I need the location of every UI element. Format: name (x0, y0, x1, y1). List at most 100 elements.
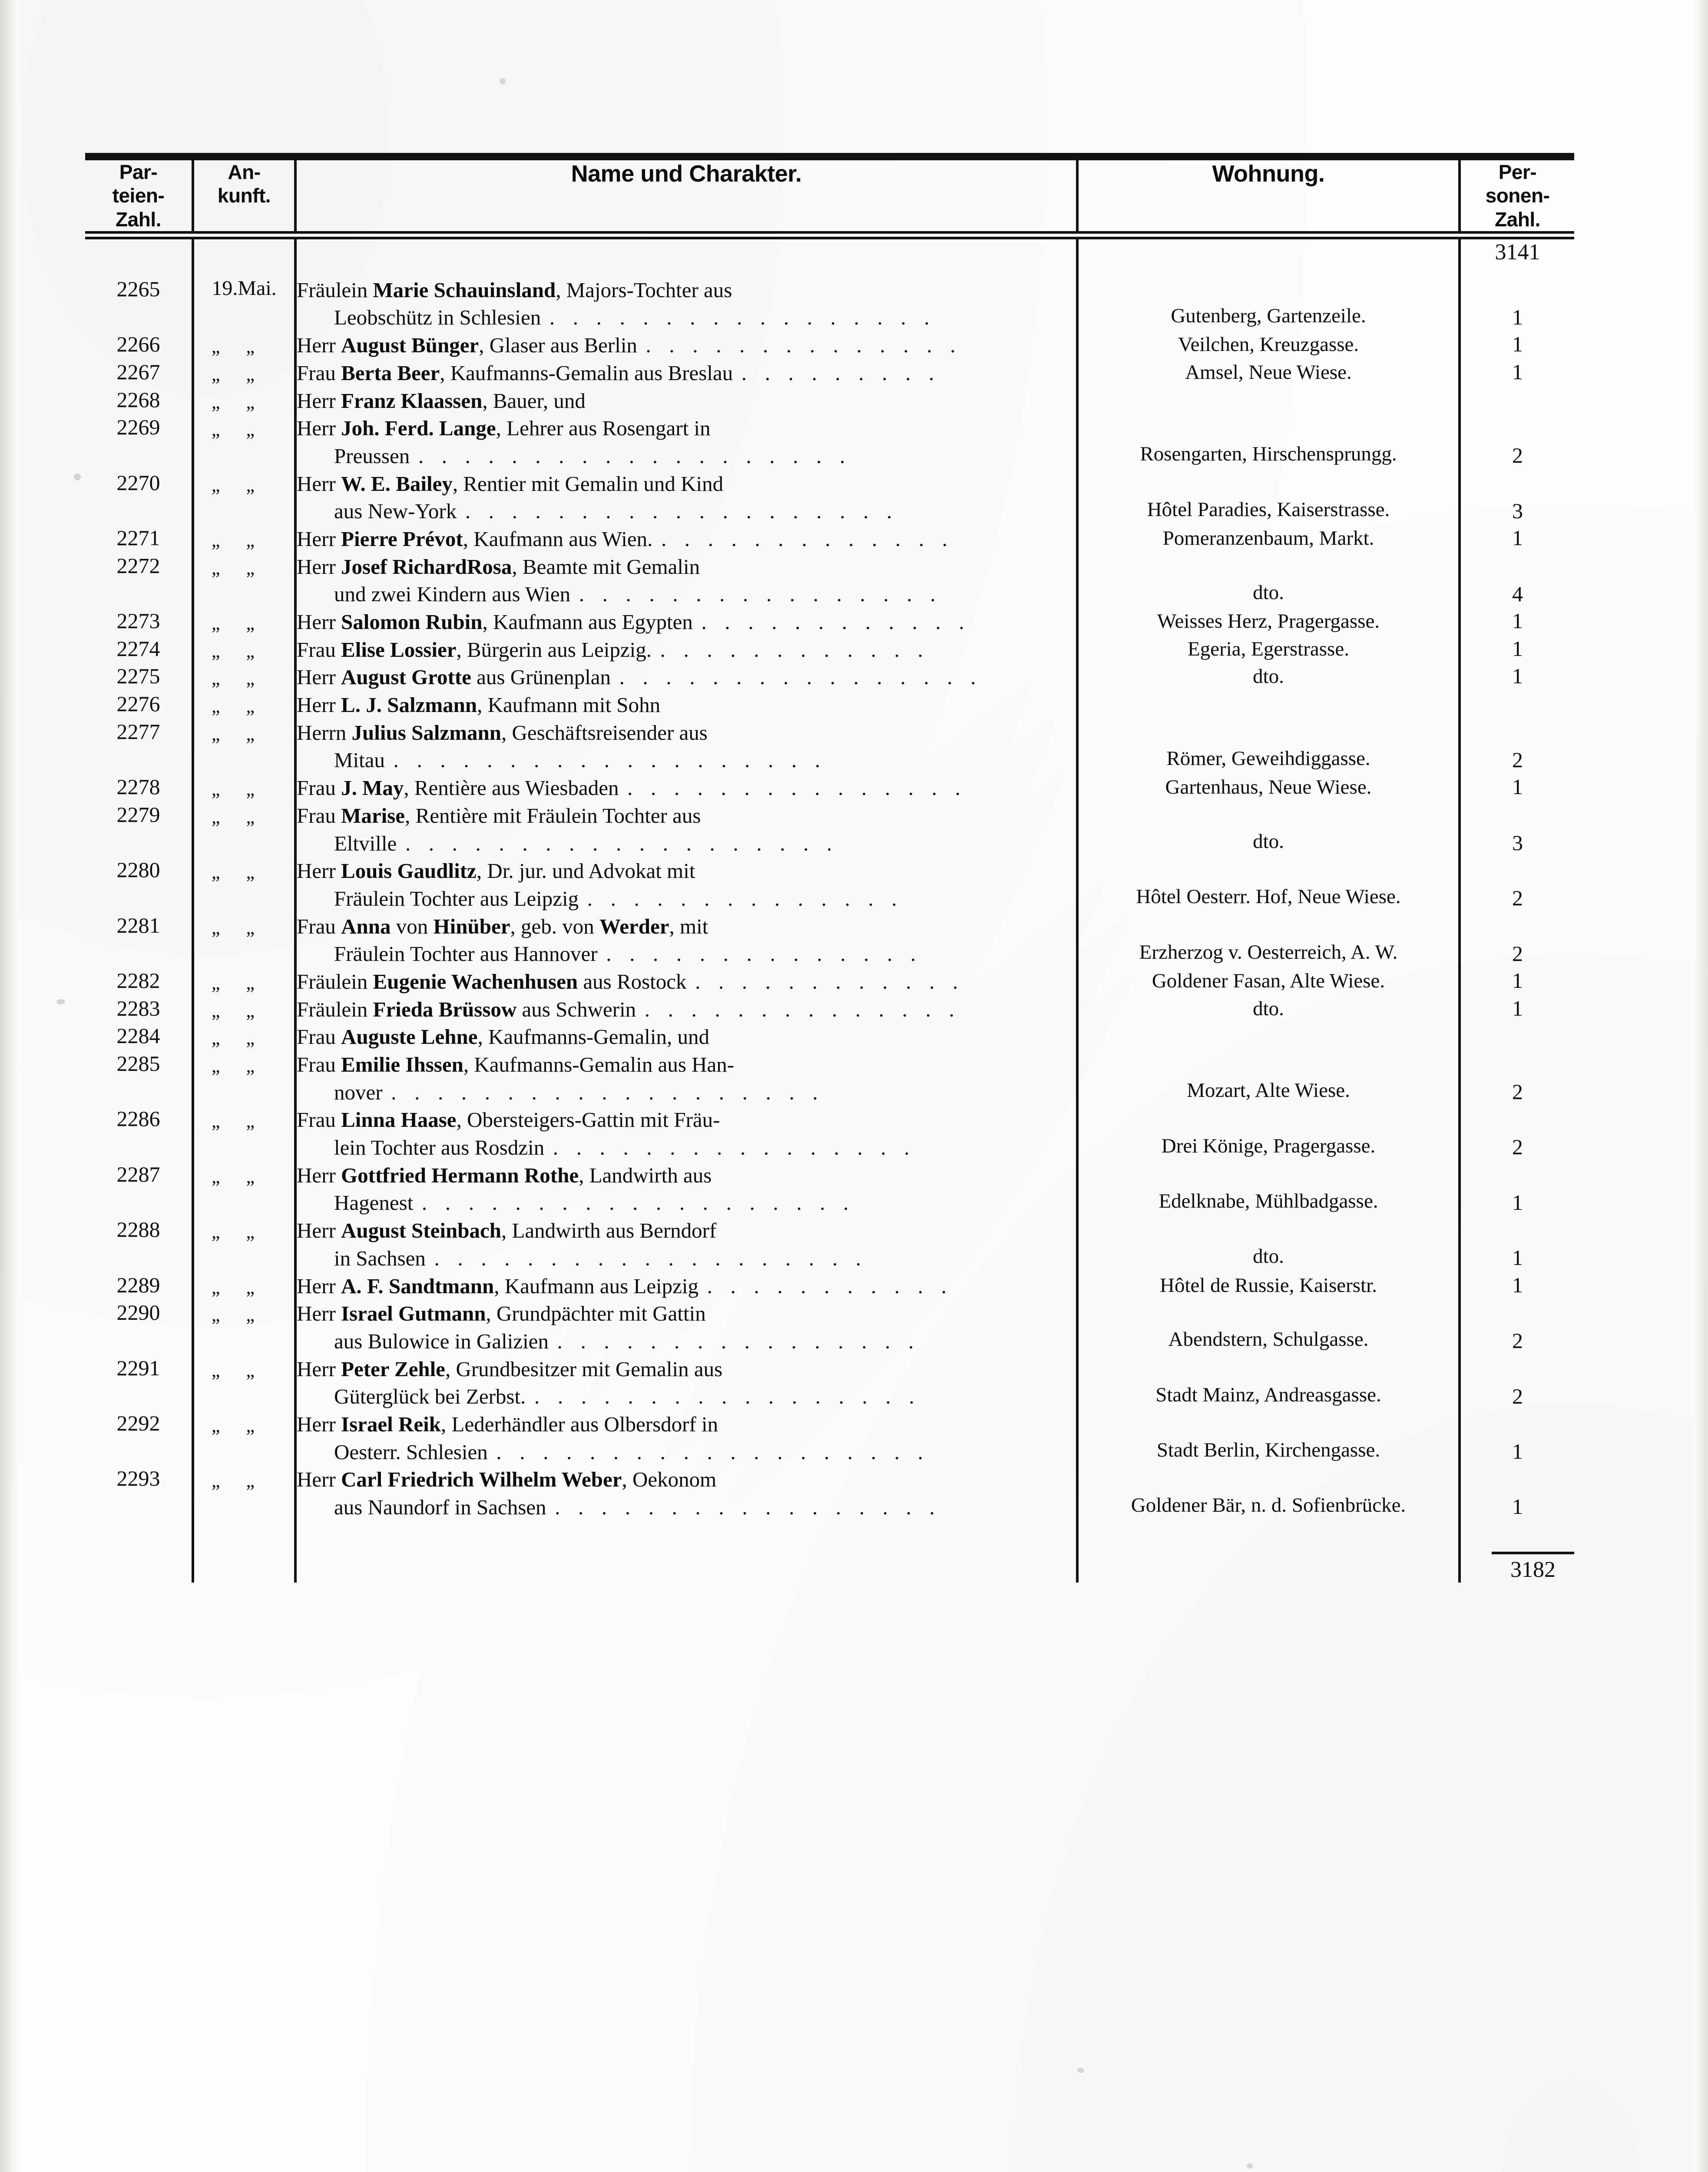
cell-lodging: Egeria, Egerstrasse. (1077, 636, 1461, 664)
table-row: 2276 „„ Herr L. J. Salzmann, Kaufmann mit … (85, 691, 1574, 719)
guest-name-line: Fräulein Marie Schauinsland, Majors-Toch… (297, 278, 732, 302)
guest-name-bold: Israel Gutmann (341, 1301, 486, 1326)
cell-name-and-character: Herr A. F. Sandtmann, Kaufmann aus Leipz… (295, 1272, 1079, 1300)
cell-lodging: Rosengarten, Hirschensprungg. (1077, 414, 1461, 470)
spacer-cell (1077, 239, 1461, 265)
table-row: 2277 „„ Herrn Julius Salzmann, Geschäftsre… (85, 718, 1574, 775)
person-count: 1 (1512, 1190, 1523, 1215)
cell-arrival-date: „„ (193, 1466, 297, 1521)
cell-name-and-character: Herr August Grotte aus Grünenplan. . . .… (295, 663, 1079, 692)
guest-name-line: Herr Gottfried Hermann Rothe, Landwirth … (297, 1163, 712, 1187)
column-header-party-number: Par- teien- Zahl. (85, 160, 194, 231)
table-row: 2269 „„ Herr Joh. Ferd. Lange, Lehrer aus … (85, 414, 1574, 470)
ditto-mark-icon: „„ (212, 972, 281, 993)
cell-party-number: 2284 (85, 1023, 194, 1051)
guest-name-bold: A. F. Sandtmann (341, 1274, 494, 1298)
person-count: 1 (1512, 359, 1523, 384)
cell-name-and-character: Herr Israel Gutmann, Grundpächter mit Ga… (295, 1300, 1079, 1355)
cell-person-count (1460, 1023, 1574, 1051)
cell-person-count: 2 (1460, 1106, 1574, 1161)
cell-lodging: Gutenberg, Gartenzeile. (1077, 276, 1461, 332)
cell-person-count: 2 (1460, 857, 1574, 912)
cell-arrival-date: „„ (193, 1355, 297, 1410)
guest-name-line: Herrn Julius Salzmann, Geschäftsreisende… (297, 720, 708, 745)
lodging-text: Goldener Fasan, Alte Wiese. (1152, 969, 1385, 992)
table-row: 2270 „„ Herr W. E. Bailey, Rentier mit Gem… (85, 470, 1574, 525)
cell-name-and-character: Frau Elise Lossier, Bürgerin aus Leipzig… (295, 636, 1079, 664)
visitor-registry-table: Par- teien- Zahl. An- kunft. Name und Ch… (85, 153, 1574, 1583)
cell-arrival-date: „„ (193, 663, 297, 692)
guest-name-line-continued: Güterglück bei Zerbst.. . . . . . . . . … (334, 1384, 921, 1409)
lodging-text: dto. (1253, 830, 1284, 853)
grand-total-row: 3182 (85, 1551, 1574, 1583)
guest-name-bold: Louis Gaudlitz (341, 859, 477, 883)
cell-person-count: 2 (1460, 1051, 1574, 1106)
registry-header-table: Par- teien- Zahl. An- kunft. Name und Ch… (85, 160, 1574, 231)
ditto-mark-icon: „„ (212, 1055, 281, 1077)
leader-dots: . . . . . . . . . . . . (660, 637, 930, 662)
lodging-text: Hôtel Paradies, Kaiserstrasse. (1147, 498, 1390, 521)
ditto-mark-icon: „„ (212, 1276, 281, 1298)
table-row: 2289 „„ Herr A. F. Sandtmann, Kaufmann aus… (85, 1272, 1574, 1300)
spacer-cell (295, 1551, 1079, 1583)
person-count: 1 (1512, 775, 1523, 799)
page-edge-shadow-left (0, 0, 20, 2172)
table-row: 2291 „„ Herr Peter Zehle, Grundbesitzer mi… (85, 1355, 1574, 1410)
leader-dots: . . . . . . . . . . . . . . . . (619, 665, 983, 689)
guest-name-bold: August Steinbach (341, 1218, 501, 1243)
cell-party-number: 2276 (85, 691, 194, 719)
leader-dots: . . . . . . . . . . . . . . . . (579, 582, 942, 606)
cell-lodging: Stadt Berlin, Kirchengasse. (1077, 1410, 1461, 1466)
guest-name-line-continued: Eltville. . . . . . . . . . . . . . . . … (334, 831, 838, 855)
table-row: 2280 „„ Herr Louis Gaudlitz, Dr. jur. und … (85, 857, 1574, 913)
guest-name-bold: Berta Beer (341, 361, 440, 385)
cell-name-and-character: Frau Berta Beer, Kaufmanns-Gemalin aus B… (295, 359, 1079, 387)
guest-name-line: Herr Franz Klaassen, Bauer, und (297, 388, 586, 413)
cell-person-count: 1 (1460, 525, 1574, 553)
cell-person-count: 1 (1460, 1162, 1574, 1217)
lodging-text: Stadt Mainz, Andreasgasse. (1155, 1383, 1381, 1406)
cell-party-number: 2290 (85, 1300, 194, 1355)
scan-speck (1077, 2068, 1084, 2073)
column-header-name-and-character: Name und Charakter. (295, 160, 1079, 231)
cell-lodging: Veilchen, Kreuzgasse. (1077, 331, 1461, 359)
ditto-mark-icon: „„ (212, 917, 281, 938)
person-count: 1 (1512, 305, 1523, 329)
row-spacer (85, 1521, 1574, 1552)
guest-name-line: Herr Pierre Prévot, Kaufmann aus Wien.. … (297, 526, 954, 551)
column-header-lodging: Wohnung. (1077, 160, 1461, 231)
guest-name-line: Frau Marise, Rentière mit Fräulein Tocht… (297, 803, 701, 828)
cell-party-number: 2280 (85, 857, 194, 913)
cell-party-number: 2266 (85, 331, 194, 359)
cell-person-count: 2 (1460, 1300, 1574, 1355)
guest-name-bold: Pierre Prévot (341, 526, 463, 551)
guest-name-bold: Anna (341, 914, 391, 938)
cell-arrival-date: „„ (193, 718, 297, 775)
leader-dots: . . . . . . . . . . . . . . . (627, 776, 967, 800)
leader-dots: . . . . . . . . . . . . . . (606, 942, 922, 966)
cell-lodging: dto. (1077, 1217, 1461, 1272)
cell-name-and-character: Herr L. J. Salzmann, Kaufmann mit Sohn (295, 691, 1079, 719)
table-top-border (85, 153, 1574, 160)
cell-name-and-character: Herr Pierre Prévot, Kaufmann aus Wien.. … (295, 525, 1079, 553)
lodging-text: dto. (1253, 581, 1284, 604)
cell-name-and-character: Frau Marise, Rentière mit Fräulein Tocht… (295, 801, 1079, 858)
ditto-mark-icon: „„ (212, 1165, 281, 1187)
guest-name-line: Herr Josef RichardRosa, Beamte mit Gemal… (297, 554, 700, 579)
guest-name-bold: August Grotte (341, 665, 471, 689)
person-count: 3 (1512, 830, 1523, 855)
ditto-mark-icon: „„ (212, 861, 281, 883)
lodging-text: Egeria, Egerstrasse. (1188, 637, 1349, 660)
person-count: 2 (1512, 1135, 1523, 1159)
guest-name-line: Fräulein Eugenie Wachenhusen aus Rostock… (297, 969, 964, 993)
lodging-text: dto. (1253, 665, 1284, 688)
person-count: 1 (1512, 996, 1523, 1020)
table-row: 2266 „„ Herr August Bünger, Glaser aus Ber… (85, 331, 1574, 359)
lodging-text: Römer, Geweihdiggasse. (1166, 747, 1370, 770)
guest-name-bold: Joh. Ferd. Lange (341, 416, 496, 440)
guest-name-bold: J. May (341, 776, 404, 800)
cell-party-number: 2282 (85, 967, 194, 996)
cell-name-and-character: Herr Gottfried Hermann Rothe, Landwirth … (295, 1161, 1079, 1217)
cell-person-count: 1 (1460, 276, 1574, 331)
